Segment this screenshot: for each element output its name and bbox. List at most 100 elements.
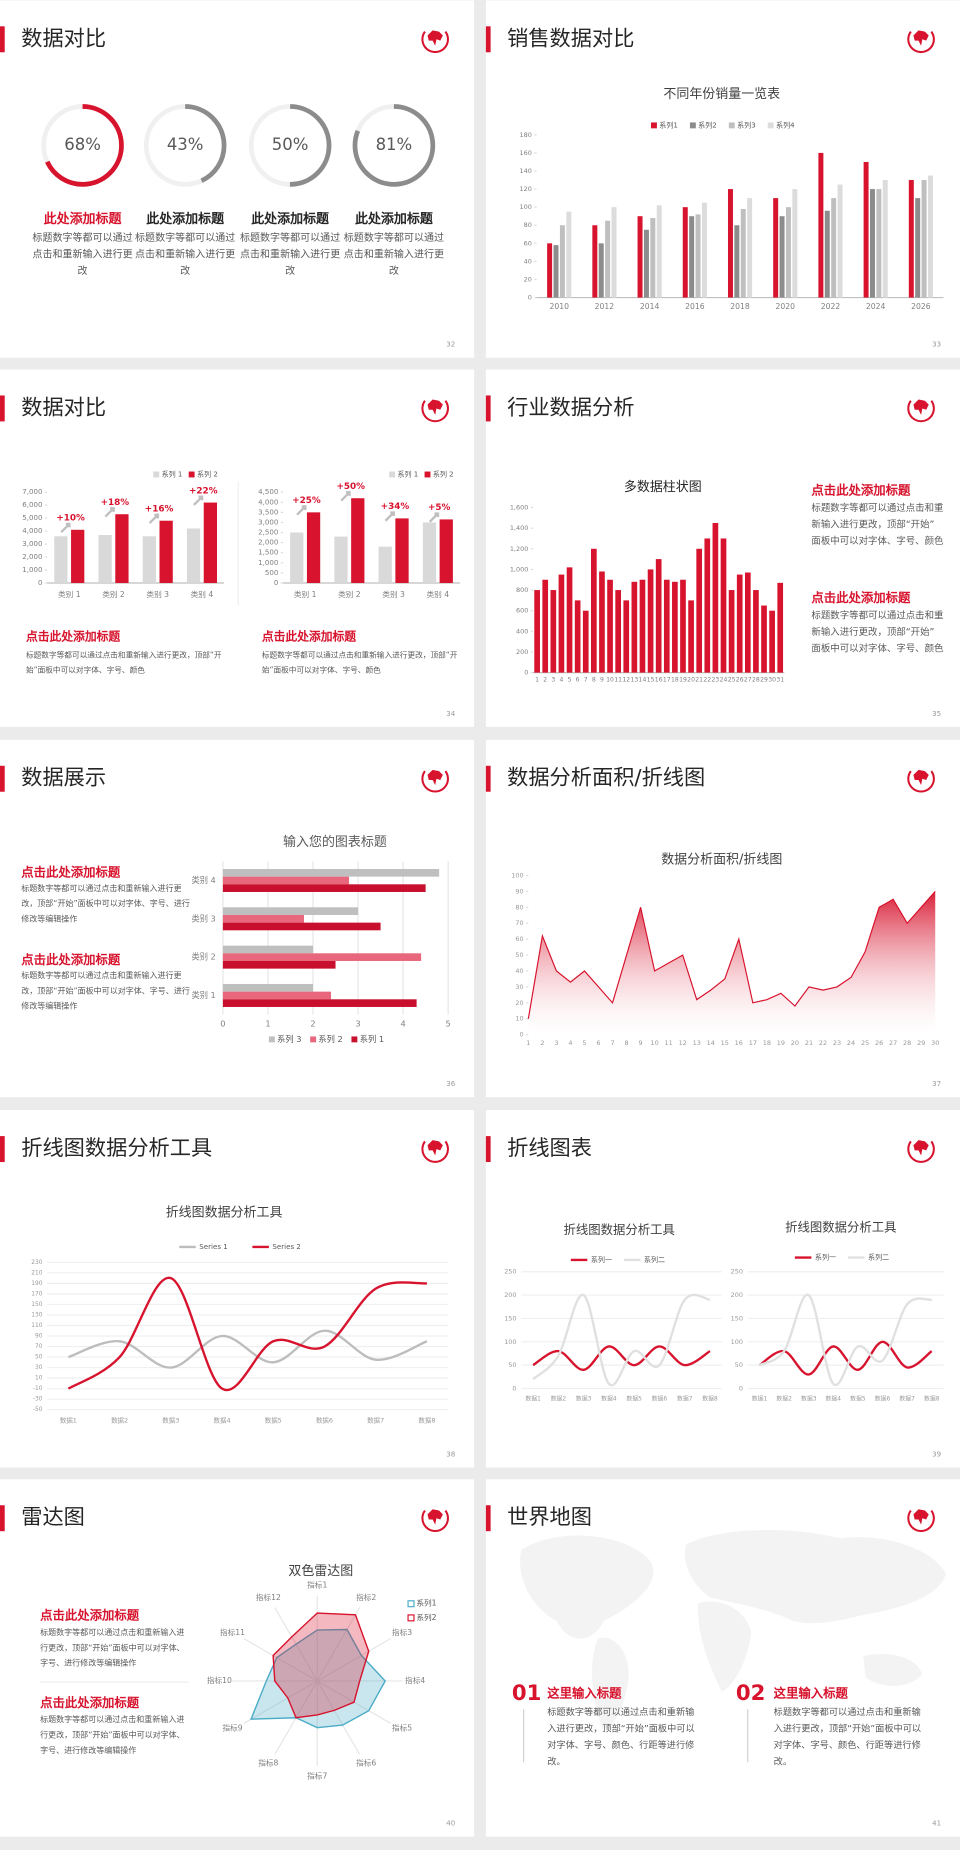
x-tick-label: 2010 (549, 302, 569, 311)
y-tick-label: 190 (31, 1281, 42, 1287)
legend-swatch (188, 471, 195, 478)
x-tick-label: 2 (540, 1039, 544, 1047)
bar (611, 207, 617, 298)
line-series (67, 1276, 428, 1392)
x-tick-label: 28 (903, 1039, 911, 1047)
annotation: +10% (56, 514, 85, 524)
bar (591, 548, 597, 673)
y-tick-label: 1,000 (510, 565, 529, 573)
bar (550, 590, 557, 673)
x-tick-label: 6 (596, 1039, 600, 1047)
bar (908, 180, 914, 298)
x-tick-label: 2 (310, 1019, 315, 1029)
x-tick-label: 3 (355, 1019, 360, 1029)
y-tick-label: 110 (31, 1323, 42, 1329)
bar (395, 518, 409, 583)
y-tick-label: 250 (504, 1268, 516, 1276)
x-tick-label: 24 (720, 677, 728, 684)
legend-swatch (728, 122, 735, 129)
y-tick-label: 100 (511, 871, 523, 879)
y-tick-label: 100 (731, 1338, 743, 1346)
y-tick-label: 50 (35, 1355, 43, 1361)
chart-title: 输入您的图表标题 (283, 834, 387, 850)
line-series (758, 1293, 932, 1387)
title-accent (485, 1136, 491, 1163)
bar (159, 520, 173, 583)
title-accent (485, 765, 491, 792)
slide-title: 行业数据分析 (507, 395, 634, 420)
x-tick-label: 27 (744, 677, 752, 684)
title-accent (485, 26, 491, 53)
x-tick-label: 数据2 (776, 1395, 792, 1403)
bar (761, 605, 767, 673)
bar (777, 582, 784, 673)
page-number: 33 (932, 340, 941, 349)
y-tick-label: 2,000 (258, 538, 279, 547)
legend-label: 系列一 (815, 1253, 836, 1262)
x-tick-label: 0 (220, 1019, 225, 1029)
y-tick-label: 230 (31, 1260, 42, 1266)
page-number: 35 (932, 709, 941, 718)
x-tick-label: 7 (610, 1039, 614, 1047)
paragraph-text: 标题数字等都可以通过点击和重新输入进行更改 (239, 232, 341, 278)
paragraph: 标题数字等都可以通过点击和重新输入进行更改，顶部“开始”面板中可以对字体、字号、… (26, 650, 222, 675)
slide-background (0, 1479, 475, 1837)
x-tick-label: 25 (861, 1039, 869, 1047)
bar (222, 868, 440, 877)
y-tick-label: 4,000 (22, 526, 43, 535)
y-tick-label: 类别 1 (191, 990, 215, 1000)
x-tick-label: 8 (592, 677, 596, 684)
y-tick-label: 30 (515, 983, 523, 991)
heading: 这里输入标题 (774, 1685, 849, 1700)
y-tick-label: 50 (735, 1361, 743, 1369)
legend-label: 系列 1 (397, 469, 418, 478)
bar (792, 189, 798, 298)
page-number: 41 (932, 1819, 941, 1828)
slide: 行业数据分析35多数据柱状图02004006008001,0001,2001,4… (485, 369, 960, 727)
x-tick-label: 数据8 (924, 1395, 940, 1403)
bar (222, 922, 381, 931)
y-tick-label: 1,600 (510, 504, 529, 512)
x-tick-label: 20 (687, 677, 695, 684)
x-tick-label: 2022 (821, 302, 841, 311)
slide-title: 数据展示 (21, 766, 106, 791)
x-tick-label: 数据6 (316, 1415, 333, 1424)
bar (876, 189, 882, 298)
paragraph: 标题数字等都可以通过点击和重新输入进行更改，顶部“开始”面板中可以对字体、字号、… (21, 971, 190, 1011)
bar (701, 202, 707, 298)
y-tick-label: 70 (515, 919, 523, 927)
radar-area (272, 1612, 370, 1719)
y-tick-label: -50 (33, 1407, 43, 1413)
paragraph-text: 标题数字等都可以通过点击和重新输入进行更改，顶部“开始”面板中可以对字体、字号、… (261, 650, 458, 675)
x-tick-label: 3 (551, 677, 555, 684)
annotation-arrow (60, 522, 71, 533)
y-tick-label: 2,000 (22, 552, 43, 561)
x-tick-label: 19 (679, 677, 687, 684)
paragraph-text: 标题数字等都可以通过点击和重新输入进行更改，顶部“开始”面板中可以对字体、字号、… (811, 502, 944, 547)
x-tick-label: 13 (630, 677, 638, 684)
bar (680, 579, 686, 673)
x-tick-label: 数据1 (525, 1395, 541, 1403)
y-tick-label: 140 (520, 167, 532, 175)
y-tick-label: 0 (512, 1384, 516, 1392)
chart-title: 多数据柱状图 (624, 479, 702, 495)
slide-background (0, 0, 475, 358)
bar (650, 218, 656, 298)
chart-title: 数据分析面积/折线图 (661, 853, 782, 868)
x-tick-label: 31 (776, 677, 784, 684)
x-tick-label: 类别 2 (338, 589, 361, 599)
x-tick-label: 数据8 (702, 1395, 718, 1403)
y-tick-label: 100 (504, 1338, 516, 1346)
bar (631, 581, 638, 673)
slide: 折线图数据分析工具 38 折线图数据分析工具 Series 1 Series 2 -50 -… (0, 1110, 475, 1468)
x-tick-label: 6 (576, 677, 580, 684)
y-tick-label: 1,000 (258, 558, 279, 567)
y-tick-label: 50 (508, 1361, 516, 1369)
bar (655, 559, 662, 673)
y-tick-label: 150 (504, 1314, 516, 1322)
title-accent (0, 395, 5, 422)
paragraph-text: 标题数字等都可以通过点击和重新输入进行更改，顶部“开始”面板中可以对字体、字号、… (811, 610, 944, 654)
x-tick-label: 类别 4 (427, 589, 450, 599)
x-tick-label: 16 (655, 677, 663, 684)
bar (605, 220, 611, 298)
